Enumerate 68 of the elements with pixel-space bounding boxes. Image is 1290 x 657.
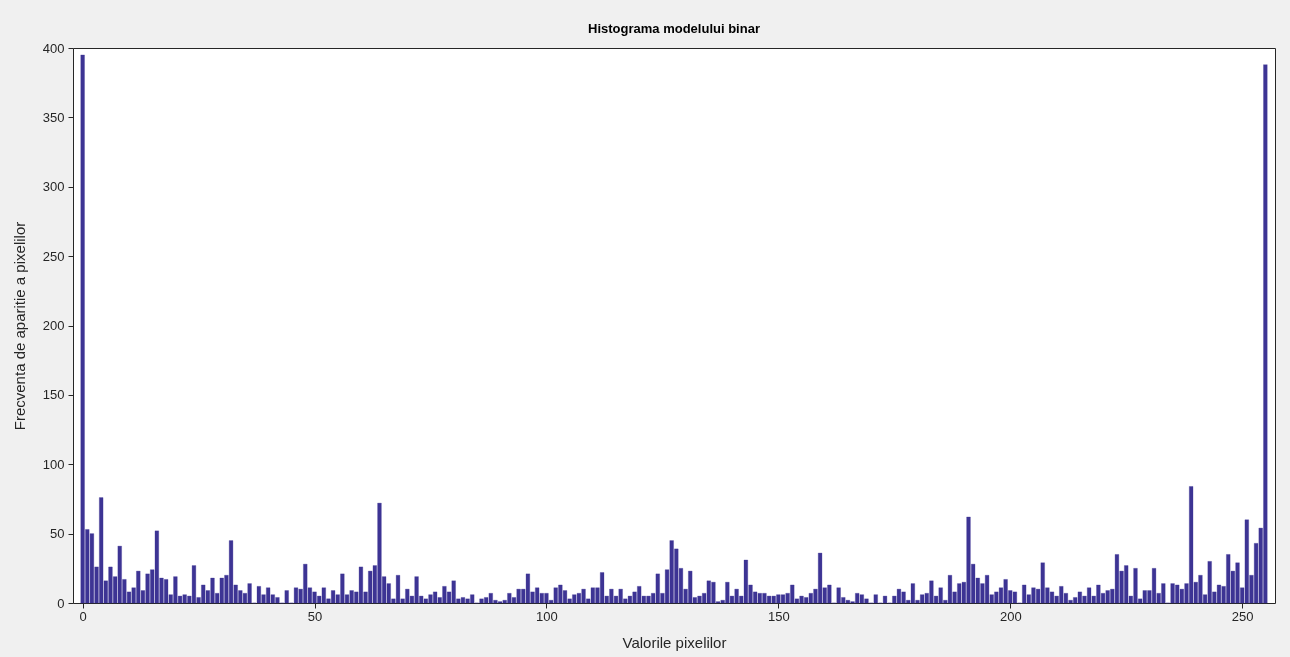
bar [460, 597, 466, 604]
bar [576, 592, 582, 604]
bar [910, 583, 916, 604]
bar [479, 598, 484, 604]
chart-title: Histograma modelului binar [588, 21, 760, 36]
bar [771, 595, 776, 604]
y-tick-label: 300 [42, 179, 65, 195]
y-tick-label: 200 [42, 318, 65, 333]
bar [154, 530, 160, 604]
bar [1188, 486, 1194, 604]
bar [859, 594, 865, 604]
x-tick-label: 50 [307, 608, 323, 624]
bar [256, 586, 262, 604]
bar [395, 574, 401, 604]
bar [293, 587, 299, 604]
bar [627, 595, 633, 604]
bar [743, 559, 749, 604]
bar [938, 587, 943, 604]
x-tick-label: 100 [536, 608, 558, 624]
y-tick-label: 350 [42, 109, 65, 125]
bar [163, 579, 169, 604]
bar [780, 594, 786, 604]
bar [1012, 591, 1018, 604]
bar [1105, 590, 1110, 604]
bar [896, 588, 902, 604]
y-tick-label: 400 [42, 40, 65, 56]
bar [525, 573, 531, 604]
bar [1086, 587, 1092, 604]
x-tick-label: 0 [79, 608, 87, 624]
x-tick-label: 200 [999, 608, 1022, 624]
bar [228, 540, 234, 604]
bar [1114, 554, 1120, 604]
bar [423, 598, 429, 604]
x-axis-title: Valorile pixelilor [622, 633, 727, 651]
bar [330, 590, 336, 604]
bar [358, 566, 364, 604]
bar [432, 591, 438, 604]
bar [182, 594, 187, 604]
bar [1022, 584, 1027, 604]
y-tick-label: 0 [57, 595, 65, 611]
bar [1049, 591, 1055, 604]
bar [618, 588, 623, 604]
bar [919, 594, 925, 604]
x-tick-label: 150 [768, 608, 790, 624]
bar [947, 574, 953, 604]
bar [284, 590, 289, 604]
bar [882, 595, 888, 604]
bar [817, 552, 823, 604]
bar [599, 572, 605, 604]
bar [451, 580, 456, 604]
bar [984, 574, 990, 604]
y-tick-label: 250 [42, 248, 65, 264]
y-tick-label: 150 [42, 387, 65, 403]
bar [265, 587, 271, 604]
bar [845, 599, 851, 604]
bar [766, 595, 772, 604]
bar [873, 594, 878, 604]
bar [483, 597, 489, 604]
bar [1077, 591, 1083, 604]
y-tick-label: 100 [42, 456, 65, 472]
x-tick-label: 250 [1231, 608, 1254, 624]
bar [1151, 568, 1157, 604]
y-axis-title: Frecventa de aparitie a pixelilor [10, 221, 28, 431]
bar [1216, 584, 1222, 604]
bar [1207, 561, 1212, 604]
bar [191, 565, 197, 604]
y-tick-label: 50 [50, 526, 65, 542]
bar [89, 533, 95, 604]
